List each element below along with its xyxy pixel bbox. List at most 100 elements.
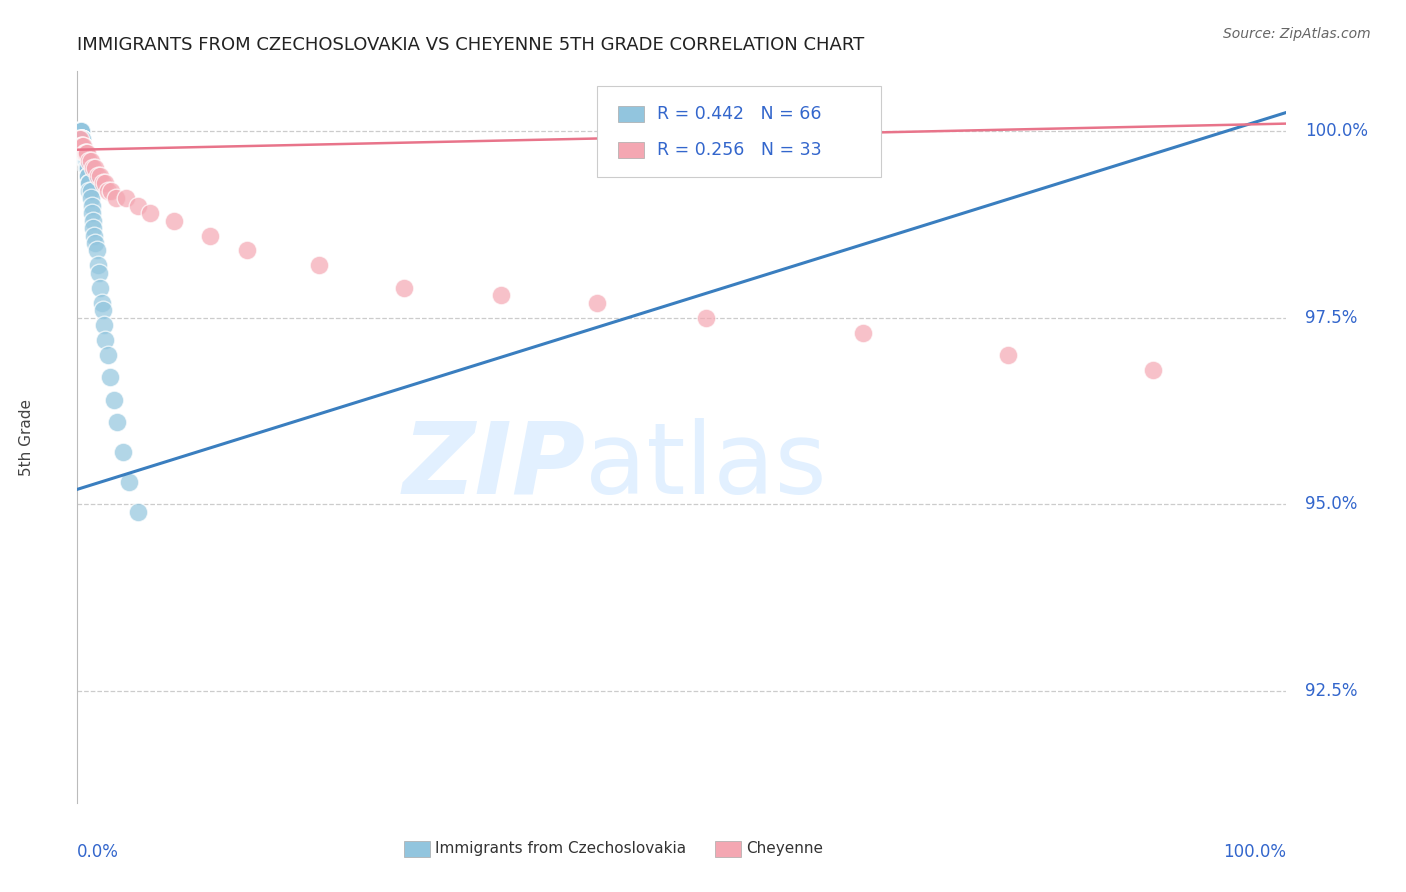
Point [80,206,103,220]
Point [82,221,104,235]
Text: Source: ZipAtlas.com: Source: ZipAtlas.com [1223,27,1371,41]
Point [76,146,98,161]
Point [96,184,118,198]
Point [89,281,111,295]
Point [76,153,98,168]
Point [69,124,91,138]
Point [67,124,90,138]
Point [76,161,98,176]
Point [75,153,97,168]
Point [82,161,104,176]
Point [1142,363,1164,377]
Point [94,177,117,191]
Point [69,124,91,138]
Text: 95.0%: 95.0% [1305,495,1357,513]
Point [91,177,114,191]
Point [489,288,512,302]
Point [87,169,110,183]
Point [79,184,101,198]
Point [70,124,93,138]
Point [695,310,717,325]
Point [70,139,93,153]
Point [79,184,101,198]
Point [79,153,101,168]
Point [69,124,91,138]
Point [308,259,330,273]
Text: atlas: atlas [585,417,827,515]
Point [94,333,117,347]
Point [72,139,94,153]
Point [73,146,96,161]
Text: 92.5%: 92.5% [1305,681,1357,700]
Point [127,199,149,213]
Point [83,228,105,243]
Point [72,139,94,153]
Point [96,348,118,362]
Point [118,475,141,489]
Text: Cheyenne: Cheyenne [747,840,823,855]
FancyBboxPatch shape [617,106,644,122]
Point [72,139,94,153]
Point [76,161,98,176]
Point [70,139,93,153]
Point [75,146,97,161]
Point [73,146,96,161]
Point [80,199,103,213]
Point [69,124,91,138]
Point [84,235,107,250]
Point [72,139,94,153]
Point [70,131,93,145]
Point [67,124,90,138]
Point [75,146,97,161]
Text: 100.0%: 100.0% [1305,122,1368,140]
Point [70,131,93,145]
Point [70,124,93,138]
Point [75,153,97,168]
Point [67,131,90,145]
Point [73,146,96,161]
Point [98,370,121,384]
Point [82,213,104,227]
FancyBboxPatch shape [617,142,644,158]
Text: Immigrants from Czechoslovakia: Immigrants from Czechoslovakia [436,840,686,855]
Point [72,139,94,153]
Point [114,191,136,205]
Point [139,206,162,220]
Point [70,124,93,138]
Point [77,169,100,183]
Point [75,153,97,168]
Point [70,139,93,153]
Point [79,191,101,205]
Point [79,177,101,191]
Point [70,131,93,145]
Point [87,259,110,273]
Point [70,124,93,138]
Text: 5th Grade: 5th Grade [20,399,34,475]
Text: 100.0%: 100.0% [1223,843,1286,861]
Text: 97.5%: 97.5% [1305,309,1357,326]
Point [70,131,93,145]
Point [77,161,100,176]
Point [73,146,96,161]
Point [77,169,100,183]
Point [105,415,128,429]
Text: IMMIGRANTS FROM CZECHOSLOVAKIA VS CHEYENNE 5TH GRADE CORRELATION CHART: IMMIGRANTS FROM CZECHOSLOVAKIA VS CHEYEN… [77,36,865,54]
Point [127,505,149,519]
Point [69,124,91,138]
Point [100,184,122,198]
Point [852,326,875,340]
Point [70,131,93,145]
Point [163,213,186,227]
Point [79,153,101,168]
Text: ZIP: ZIP [402,417,585,515]
FancyBboxPatch shape [714,841,741,857]
FancyBboxPatch shape [404,841,430,857]
Point [86,244,108,258]
Point [79,177,101,191]
FancyBboxPatch shape [598,86,882,178]
Point [87,266,110,280]
Text: R = 0.256   N = 33: R = 0.256 N = 33 [657,141,821,159]
Text: 0.0%: 0.0% [77,843,120,861]
Point [392,281,415,295]
Point [70,124,93,138]
